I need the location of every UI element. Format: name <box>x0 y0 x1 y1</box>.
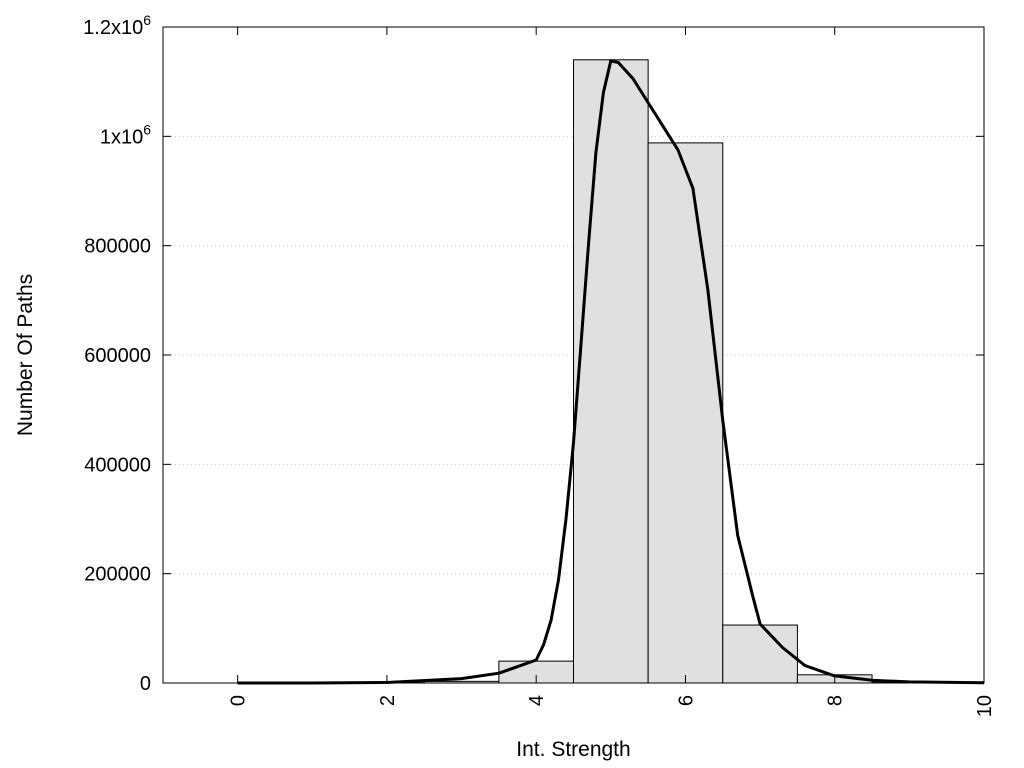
histogram-bar <box>573 59 649 684</box>
fit-curve <box>237 59 985 685</box>
x-axis-title: Int. Strength <box>516 738 630 761</box>
y-tick-label: 1x106 <box>100 121 151 148</box>
y-tick-label: 1.2x106 <box>83 12 151 39</box>
y-tick-label: 600000 <box>84 345 151 367</box>
histogram-bar <box>722 624 798 684</box>
x-tick-label: 6 <box>675 695 697 706</box>
y-tick-exponent: 6 <box>143 12 151 28</box>
x-axis-ticks: 0 2 4 6 8 10 <box>228 27 996 717</box>
y-tick-label: 800000 <box>84 236 151 258</box>
x-tick-label: 10 <box>974 695 996 717</box>
y-axis-title: Number Of Paths <box>14 274 37 436</box>
y-tick-label: 200000 <box>84 564 151 586</box>
x-tick-label: 8 <box>825 695 847 706</box>
y-tick-label: 0 <box>140 673 151 695</box>
y-tick-label: 400000 <box>84 454 151 476</box>
histogram-bars <box>349 59 948 684</box>
grid-lines <box>163 135 984 575</box>
x-tick-label: 4 <box>526 695 548 706</box>
histogram-bar <box>647 142 724 684</box>
x-tick-label: 2 <box>377 695 399 706</box>
y-axis-ticks: 0 200000 400000 600000 800000 1x106 1.2x106 <box>83 12 984 695</box>
x-tick-label: 0 <box>228 695 250 706</box>
y-tick-exponent: 6 <box>143 121 151 137</box>
